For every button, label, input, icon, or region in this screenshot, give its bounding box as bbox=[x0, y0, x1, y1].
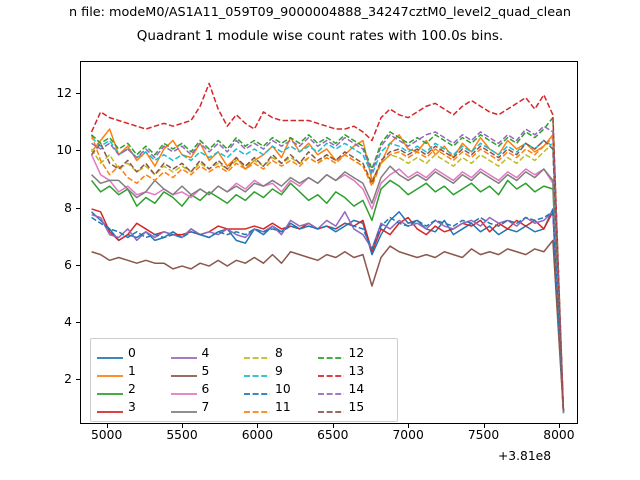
legend-label-7: 7 bbox=[201, 399, 210, 414]
legend-line-swatch-1 bbox=[97, 366, 123, 377]
legend-line-swatch-8 bbox=[244, 348, 270, 359]
x-tick-mark bbox=[332, 424, 334, 428]
series-line-10 bbox=[91, 211, 565, 412]
legend-line-swatch-15 bbox=[317, 402, 344, 413]
x-tick-mark bbox=[558, 424, 560, 428]
legend-entry-3[interactable]: 3 bbox=[97, 398, 171, 416]
legend-label-4: 4 bbox=[201, 345, 210, 360]
legend: 0 4 8 12 1 5 9 13 2 6 10 14 3 7 11 15 bbox=[90, 338, 398, 422]
chart-title: Quadrant 1 module wise count rates with … bbox=[136, 28, 504, 44]
legend-entry-10[interactable]: 10 bbox=[244, 380, 318, 398]
legend-line-swatch-6 bbox=[170, 384, 197, 395]
y-tick-label: 6 bbox=[64, 257, 72, 272]
legend-label-5: 5 bbox=[201, 363, 210, 378]
x-tick-label: 7000 bbox=[392, 428, 424, 442]
legend-line-swatch-4 bbox=[170, 348, 197, 359]
legend-label-0: 0 bbox=[128, 345, 136, 360]
y-tick-mark bbox=[76, 264, 80, 266]
y-tick-label: 10 bbox=[56, 143, 72, 158]
y-tick-mark bbox=[76, 207, 80, 209]
legend-line-swatch-7 bbox=[170, 402, 197, 413]
figure-suptitle: n file: modeM0/AS1A11_059T09_9000004888_… bbox=[68, 5, 572, 20]
x-tick-mark bbox=[182, 424, 183, 428]
x-tick-label: 7500 bbox=[467, 428, 500, 442]
x-tick-mark bbox=[257, 424, 259, 428]
y-tick-label: 8 bbox=[64, 200, 72, 215]
y-tick-mark bbox=[76, 378, 80, 380]
series-line-1 bbox=[90, 128, 565, 412]
legend-entry-9[interactable]: 9 bbox=[244, 362, 318, 380]
legend-line-swatch-2 bbox=[97, 384, 123, 395]
series-line-5 bbox=[91, 239, 565, 414]
y-tick-mark bbox=[76, 150, 80, 152]
legend-label-3: 3 bbox=[128, 399, 136, 414]
legend-entry-13[interactable]: 13 bbox=[317, 362, 392, 380]
x-tick-label: 5500 bbox=[166, 428, 198, 442]
legend-label-11: 11 bbox=[275, 399, 291, 414]
series-line-13 bbox=[90, 82, 565, 411]
x-tick-mark bbox=[106, 424, 108, 428]
legend-line-swatch-9 bbox=[244, 366, 270, 377]
legend-entry-15[interactable]: 15 bbox=[317, 398, 392, 416]
series-canvas bbox=[90, 82, 565, 414]
legend-label-8: 8 bbox=[275, 345, 283, 360]
x-tick-label: 6000 bbox=[241, 428, 274, 442]
legend-line-swatch-0 bbox=[97, 348, 123, 359]
series-line-15 bbox=[90, 139, 565, 413]
legend-label-14: 14 bbox=[348, 381, 365, 396]
legend-label-6: 6 bbox=[201, 381, 210, 396]
legend-label-2: 2 bbox=[128, 381, 136, 396]
legend-entry-0[interactable]: 0 bbox=[97, 344, 171, 362]
legend-label-10: 10 bbox=[275, 381, 291, 396]
legend-line-swatch-11 bbox=[244, 402, 270, 413]
series-line-12 bbox=[91, 116, 565, 412]
y-tick-mark bbox=[76, 93, 80, 95]
y-tick-label: 12 bbox=[56, 86, 72, 101]
legend-grid: 0 4 8 12 1 5 9 13 2 6 10 14 3 7 11 15 bbox=[97, 344, 391, 416]
series-line-9 bbox=[91, 137, 565, 413]
legend-line-swatch-5 bbox=[170, 366, 197, 377]
legend-label-13: 13 bbox=[348, 363, 365, 378]
x-tick-mark bbox=[408, 424, 410, 428]
series-line-7 bbox=[91, 165, 565, 414]
x-axis-offset-label: +3.81e8 bbox=[498, 449, 552, 463]
legend-line-swatch-12 bbox=[317, 348, 344, 359]
series-line-14 bbox=[91, 125, 565, 412]
legend-entry-12[interactable]: 12 bbox=[317, 344, 392, 362]
legend-line-swatch-14 bbox=[317, 384, 344, 395]
legend-line-swatch-10 bbox=[244, 384, 270, 395]
y-tick-label: 2 bbox=[64, 371, 72, 386]
legend-entry-1[interactable]: 1 bbox=[97, 362, 171, 380]
legend-entry-8[interactable]: 8 bbox=[244, 344, 318, 362]
y-tick-mark bbox=[76, 321, 80, 323]
legend-entry-6[interactable]: 6 bbox=[170, 380, 245, 398]
legend-label-15: 15 bbox=[348, 399, 365, 414]
x-tick-mark bbox=[483, 424, 485, 428]
y-tick-label: 4 bbox=[64, 314, 72, 329]
series-line-2 bbox=[90, 179, 565, 413]
legend-label-9: 9 bbox=[275, 363, 283, 378]
legend-entry-7[interactable]: 7 bbox=[170, 398, 245, 416]
x-tick-label: 5000 bbox=[90, 428, 123, 442]
legend-entry-14[interactable]: 14 bbox=[317, 380, 392, 398]
series-line-11 bbox=[90, 134, 565, 412]
legend-entry-11[interactable]: 11 bbox=[244, 398, 318, 416]
legend-line-swatch-13 bbox=[317, 366, 344, 377]
legend-entry-5[interactable]: 5 bbox=[170, 362, 245, 380]
legend-line-swatch-3 bbox=[97, 402, 123, 413]
series-line-4 bbox=[91, 211, 565, 412]
x-tick-label: 6500 bbox=[317, 428, 349, 442]
legend-label-1: 1 bbox=[128, 363, 136, 378]
legend-entry-2[interactable]: 2 bbox=[97, 380, 171, 398]
x-tick-label: 8000 bbox=[543, 428, 575, 442]
legend-label-12: 12 bbox=[348, 345, 365, 360]
legend-entry-4[interactable]: 4 bbox=[170, 344, 245, 362]
